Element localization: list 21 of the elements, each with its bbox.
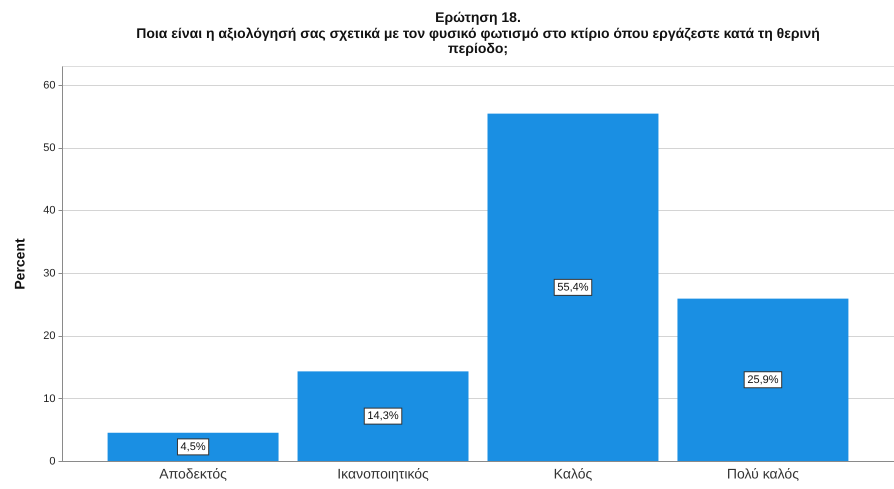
x-tick-label: Καλός xyxy=(554,466,593,482)
x-tick-label: Αποδεκτός xyxy=(159,466,228,482)
y-tick-label: 40 xyxy=(43,204,56,217)
chart-title: Ερώτηση 18. xyxy=(435,9,521,25)
y-tick-label: 60 xyxy=(43,79,56,92)
data-label: 55,4% xyxy=(557,281,589,294)
y-tick-label: 20 xyxy=(43,330,56,342)
data-label: 25,9% xyxy=(747,374,779,386)
y-tick-label: 50 xyxy=(43,142,56,154)
chart-subtitle: Ποια είναι η αξιολόγησή σας σχετικά με τον φυσικό φωτισμό στο κτίριο όπου εργάζεστε κατά τη θερινή περίοδο; xyxy=(136,25,820,56)
data-label: 14,3% xyxy=(367,410,399,422)
x-tick-label: Πολύ καλός xyxy=(726,466,800,482)
y-axis-title: Percent xyxy=(11,238,28,290)
x-tick-label: Ικανοποιητικός xyxy=(337,466,430,482)
bar xyxy=(677,298,848,461)
y-tick-label: 0 xyxy=(49,456,56,468)
data-label: 4,5% xyxy=(180,440,206,453)
bar xyxy=(488,114,658,461)
bar xyxy=(298,371,468,461)
y-tick-label: 10 xyxy=(43,392,56,405)
y-tick-label: 30 xyxy=(43,267,56,280)
